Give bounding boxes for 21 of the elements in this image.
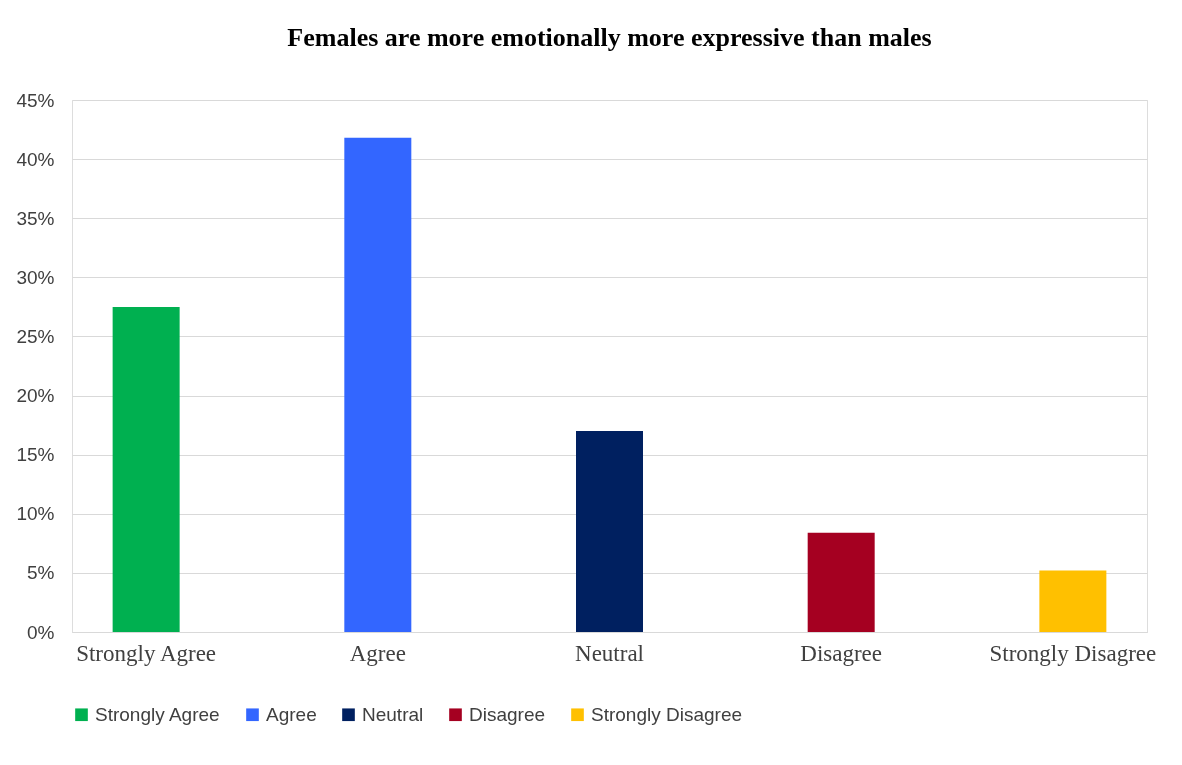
y-tick-label: 45% bbox=[16, 89, 55, 111]
x-tick-label: Neutral bbox=[575, 640, 644, 666]
x-tick-label: Agree bbox=[349, 640, 406, 666]
y-tick-label: 35% bbox=[16, 207, 55, 229]
legend-label: Disagree bbox=[469, 703, 546, 725]
y-tick-label: 25% bbox=[16, 325, 55, 347]
x-tick-label: Strongly Disagree bbox=[989, 640, 1157, 666]
y-tick-label: 0% bbox=[27, 621, 55, 643]
legend-label: Strongly Disagree bbox=[591, 703, 743, 725]
x-tick-label: Strongly Agree bbox=[76, 640, 217, 666]
y-tick-label: 40% bbox=[16, 148, 55, 170]
y-tick-label: 20% bbox=[16, 385, 55, 407]
legend-label: Agree bbox=[266, 703, 317, 725]
y-tick-label: 10% bbox=[16, 503, 55, 525]
y-tick-label: 5% bbox=[27, 562, 55, 584]
y-tick-label: 30% bbox=[16, 266, 55, 288]
legend-label: Strongly Agree bbox=[95, 703, 220, 725]
chart-title: Females are more emotionally more expressive than males bbox=[287, 23, 932, 52]
legend-label: Neutral bbox=[362, 703, 424, 725]
x-tick-label: Disagree bbox=[800, 640, 883, 666]
y-tick-label: 15% bbox=[16, 444, 55, 466]
